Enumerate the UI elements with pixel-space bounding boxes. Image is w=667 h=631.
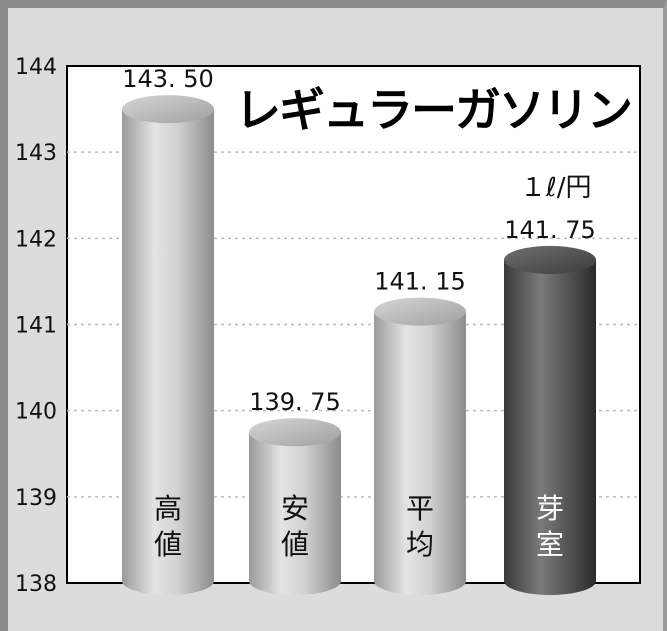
bar-base <box>122 567 214 595</box>
category-label: 値 <box>281 528 309 561</box>
category-label: 均 <box>406 528 434 561</box>
y-tick-label: 139 <box>15 486 57 511</box>
bar-cap <box>504 245 596 274</box>
category-label: 安 <box>281 492 309 525</box>
category-label: 値 <box>154 528 182 561</box>
category-label: 平 <box>406 492 434 525</box>
category-label: 高 <box>154 492 182 525</box>
bar-1: 143. 50 高値 <box>122 65 214 595</box>
category-label: 室 <box>536 528 564 561</box>
bar-2: 139. 75 安値 <box>249 388 341 595</box>
bar-base <box>504 567 596 595</box>
bar-3: 141. 15 平均 <box>374 268 466 595</box>
value-label: 143. 50 <box>122 65 214 93</box>
chart-title: レギュラーガソリン <box>235 83 631 137</box>
bar-cap <box>122 95 214 124</box>
bar-4: 141. 75 芽室 <box>504 216 596 595</box>
y-tick-label: 144 <box>15 55 57 80</box>
bar-base <box>374 567 466 595</box>
y-tick-label: 142 <box>15 227 57 252</box>
y-tick-label: 140 <box>15 400 57 425</box>
bar-body <box>374 311 466 581</box>
value-label: 139. 75 <box>249 388 341 416</box>
y-tick-label: 138 <box>15 572 57 597</box>
unit-label: １ℓ/円 <box>520 173 592 203</box>
y-tick-label: 143 <box>15 141 57 166</box>
y-axis-ticks: 144 143 142 141 140 139 138 <box>15 55 57 597</box>
bar-body <box>504 259 596 581</box>
value-label: 141. 15 <box>374 268 466 296</box>
bar-body <box>122 109 214 581</box>
category-label: 芽 <box>536 492 564 525</box>
bar-base <box>249 567 341 595</box>
bar-cap <box>374 297 466 326</box>
value-label: 141. 75 <box>504 216 596 244</box>
bar-body <box>249 432 341 581</box>
y-tick-label: 141 <box>15 314 57 339</box>
bar-cap <box>249 418 341 447</box>
